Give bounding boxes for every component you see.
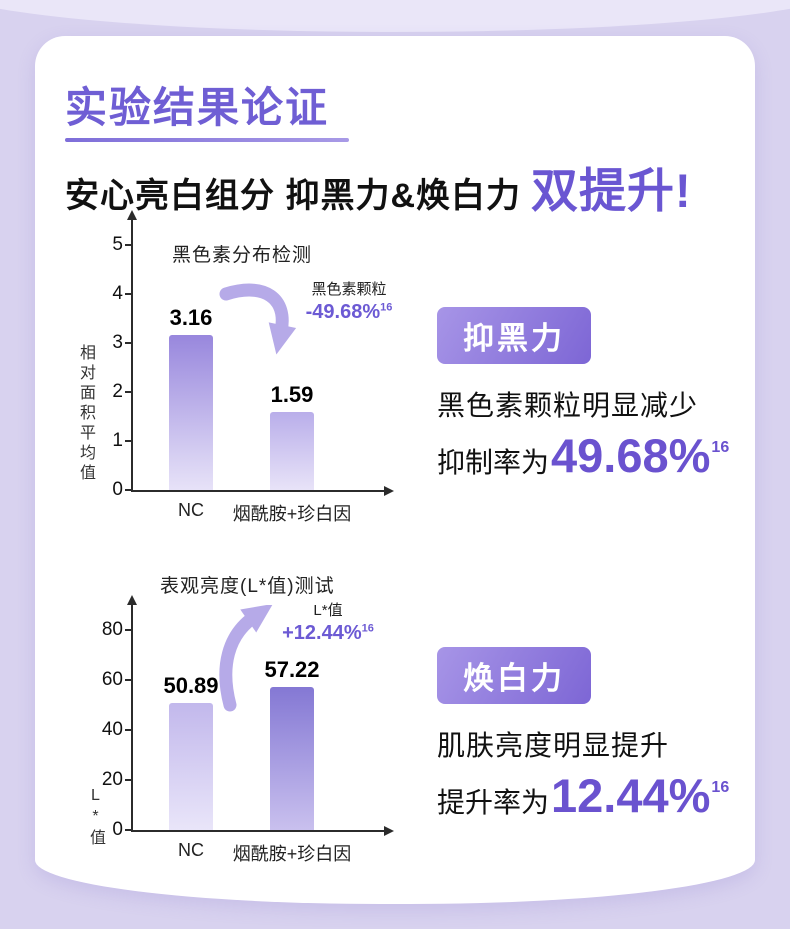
annotation-footnote: 16 xyxy=(380,301,393,314)
subtitle-highlight: 双提升! xyxy=(531,164,692,217)
bars: 3.16 1.59 xyxy=(133,245,393,490)
result-description: 肌肤亮度明显提升 xyxy=(437,730,670,761)
brightness-lvalue-chart: 表观亮度(L*值)测试 L*值 0 20 40 60 80 50.89 57.22 NC 烟… xyxy=(60,565,445,910)
y-tick-mark xyxy=(125,440,131,442)
bar-NC: 3.16 xyxy=(169,305,213,490)
x-category-label: NC xyxy=(178,500,204,520)
bar-value-label: 50.89 xyxy=(163,672,219,698)
annotation-value: -49.68%16 xyxy=(296,301,402,324)
y-tick-mark xyxy=(125,293,131,295)
result-rate-line: 提升率为 12.44% 16 xyxy=(437,768,767,823)
y-tick-label: 0 xyxy=(112,819,123,840)
annotation-footnote: 16 xyxy=(361,622,374,635)
result-rate-prefix: 提升率为 xyxy=(437,787,550,818)
result-rate-line: 抑制率为 49.68% 16 xyxy=(437,428,767,483)
x-category-label: 烟酰胺+珍白因 xyxy=(232,504,352,524)
y-tick-label: 60 xyxy=(101,669,123,690)
plot-area: 0 1 2 3 4 5 3.16 1.59 NC 烟酰胺+珍白因 xyxy=(112,210,394,524)
annotation-value: +12.44%16 xyxy=(272,622,384,645)
subtitle: 安心亮白组分 抑黑力&焕白力 双提升! xyxy=(65,152,692,221)
badge-anti-melanin: 抑黑力 xyxy=(437,307,591,364)
chart-title: 黑色素分布检测 xyxy=(172,245,313,266)
bar-NC: 50.89 xyxy=(163,673,219,830)
annotation-label: 黑色素颗粒 xyxy=(311,281,387,298)
decrease-arrow-icon xyxy=(219,283,297,355)
chart-annotation: 黑色素颗粒 -49.68%16 xyxy=(296,278,402,324)
y-axis xyxy=(127,595,137,830)
y-tick-mark xyxy=(125,391,131,393)
badge-brightening: 焕白力 xyxy=(437,647,591,704)
y-tick-mark xyxy=(125,629,131,631)
x-labels: NC 烟酰胺+珍白因 xyxy=(133,490,393,524)
result-footnote: 16 xyxy=(711,439,730,456)
y-tick-label: 3 xyxy=(112,332,123,353)
y-tick-mark xyxy=(125,729,131,731)
annotation-percent: -49.68% xyxy=(305,301,381,323)
annotation-label: L*值 xyxy=(313,602,343,619)
y-tick-mark xyxy=(125,342,131,344)
bar-烟酰胺+珍白因: 1.59 xyxy=(270,382,314,490)
y-tick-label: 80 xyxy=(101,619,123,640)
bar-value-label: 57.22 xyxy=(264,656,320,682)
chart-annotation: L*值 +12.44%16 xyxy=(272,599,384,645)
bars: 50.89 57.22 xyxy=(133,630,393,830)
bar-value-label: 1.59 xyxy=(270,382,314,408)
x-category-label: 烟酰胺+珍白因 xyxy=(232,844,352,864)
result-rate-value: 12.44% xyxy=(551,769,711,822)
y-tick-label: 2 xyxy=(112,381,123,402)
y-tick-label: 4 xyxy=(112,283,123,304)
y-tick-label: 1 xyxy=(112,430,123,451)
y-tick-label: 40 xyxy=(101,719,123,740)
plot-area: 0 20 40 60 80 50.89 57.22 NC 烟酰胺+珍白因 xyxy=(102,595,394,864)
y-tick-label: 20 xyxy=(101,769,123,790)
y-tick-label: 5 xyxy=(112,234,123,255)
y-axis-label: 相对面积平均值 xyxy=(77,344,94,484)
y-tick-label: 0 xyxy=(112,479,123,500)
result-brightening: 焕白力 肌肤亮度明显提升 提升率为 12.44% 16 xyxy=(437,647,767,823)
x-axis xyxy=(131,486,394,496)
y-axis-label: L*值 xyxy=(87,787,104,849)
title-underline xyxy=(65,138,349,142)
section-title: 实验结果论证 xyxy=(65,84,330,131)
x-labels: NC 烟酰胺+珍白因 xyxy=(133,830,393,864)
y-tick-mark xyxy=(125,489,131,491)
y-tick-mark xyxy=(125,779,131,781)
bar-烟酰胺+珍白因: 57.22 xyxy=(264,657,320,830)
y-axis xyxy=(127,210,137,490)
subtitle-main: 安心亮白组分 抑黑力&焕白力 xyxy=(65,177,521,215)
content-card: 实验结果论证 安心亮白组分 抑黑力&焕白力 双提升! 黑色素分布检测 相对面积平… xyxy=(35,36,755,904)
bar-value-label: 3.16 xyxy=(169,305,213,331)
annotation-percent: +12.44% xyxy=(282,622,362,644)
increase-arrow-icon xyxy=(219,605,273,712)
chart-title: 表观亮度(L*值)测试 xyxy=(160,576,335,597)
y-tick-mark xyxy=(125,829,131,831)
result-footnote: 16 xyxy=(711,779,730,796)
top-arc-decoration xyxy=(0,0,790,32)
result-description: 黑色素颗粒明显减少 xyxy=(437,390,699,421)
y-tick-mark xyxy=(125,679,131,681)
result-rate-prefix: 抑制率为 xyxy=(437,447,550,478)
x-category-label: NC xyxy=(178,840,204,860)
result-rate-value: 49.68% xyxy=(551,429,711,482)
result-anti-melanin: 抑黑力 黑色素颗粒明显减少 抑制率为 49.68% 16 xyxy=(437,307,767,483)
melanin-distribution-chart: 黑色素分布检测 相对面积平均值 0 1 2 3 4 5 3.16 1.59 NC 烟酰胺+珍白… xyxy=(60,210,445,562)
x-axis xyxy=(131,826,394,836)
y-tick-mark xyxy=(125,244,131,246)
